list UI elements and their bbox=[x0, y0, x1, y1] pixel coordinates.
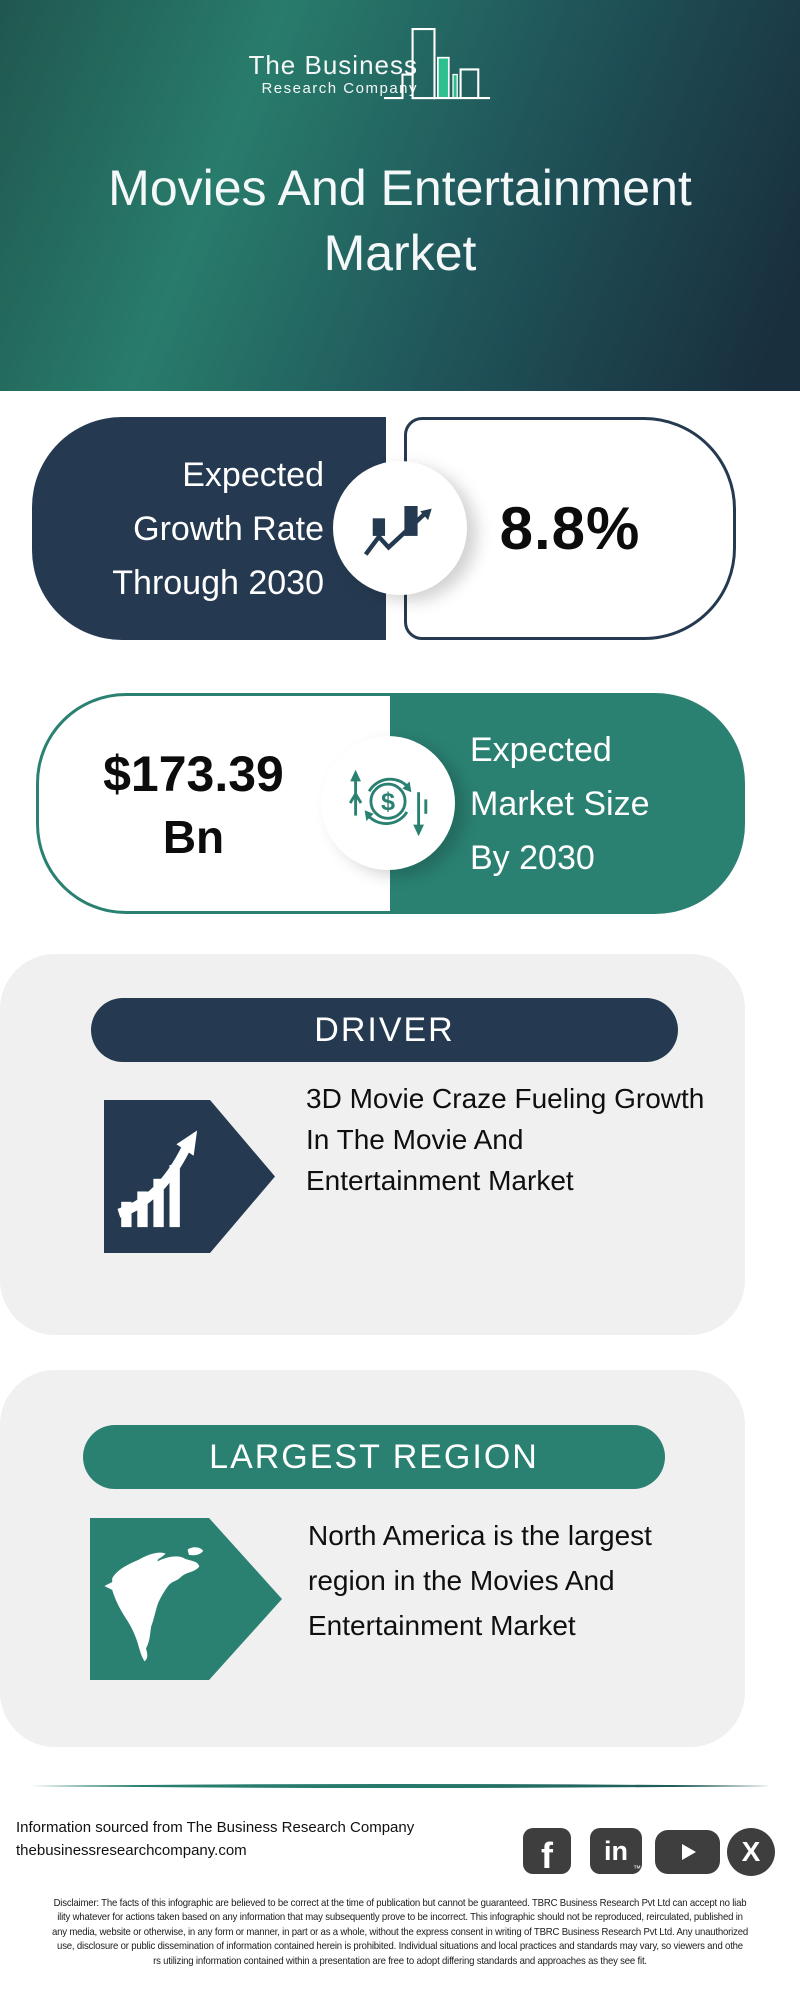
market-label-line3: By 2030 bbox=[470, 838, 595, 877]
disclaimer-text: Disclaimer: The facts of this infographi… bbox=[28, 1897, 772, 1969]
growth-rate-section: Expected Growth Rate Through 2030 8.8% bbox=[32, 417, 736, 640]
dollar-glyph: $ bbox=[381, 788, 395, 816]
growth-chart-badge bbox=[333, 461, 467, 595]
market-size-section: $173.39 Bn Expected Market Size By 2030 … bbox=[36, 693, 745, 914]
bar-buildings-logo-icon bbox=[383, 27, 491, 100]
brand-logo-text: The Business Research Company bbox=[150, 50, 418, 98]
growth-chart-icon bbox=[363, 506, 432, 556]
x-icon[interactable]: X bbox=[727, 1828, 775, 1876]
region-text-line3: Entertainment Market bbox=[308, 1610, 576, 1641]
growth-label-line1: Expected bbox=[182, 455, 324, 494]
largest-region-heading-pill: LARGEST REGION bbox=[83, 1425, 665, 1489]
facebook-icon[interactable]: f bbox=[523, 1828, 571, 1874]
brand-subname: Research Company bbox=[261, 80, 418, 97]
youtube-icon[interactable] bbox=[655, 1830, 720, 1874]
largest-region-card: LARGEST REGION North America is the larg… bbox=[0, 1370, 745, 1747]
disclaimer-line5: rs utilizing information contained withi… bbox=[153, 1955, 647, 1967]
growth-rate-value: 8.8% bbox=[499, 495, 641, 562]
market-size-value-box: $173.39 Bn bbox=[36, 693, 392, 914]
region-text-line2: region in the Movies And bbox=[308, 1565, 615, 1596]
facebook-glyph: f bbox=[541, 1835, 553, 1874]
disclaimer-line4: use, disclosure or public dissemination … bbox=[57, 1941, 743, 1953]
money-exchange-badge: $ bbox=[321, 736, 455, 870]
growth-label-line2: Growth Rate bbox=[133, 509, 324, 548]
linkedin-icon[interactable]: in ™ bbox=[590, 1828, 642, 1874]
north-america-map-icon bbox=[90, 1518, 282, 1680]
source-line: Information sourced from The Business Re… bbox=[16, 1819, 415, 1836]
disclaimer-line2: ility whatever for actions taken based o… bbox=[57, 1912, 743, 1924]
driver-heading: DRIVER bbox=[314, 1010, 455, 1049]
source-info: Information sourced from The Business Re… bbox=[16, 1816, 414, 1862]
linkedin-tm: ™ bbox=[633, 1864, 641, 1873]
linkedin-glyph: in bbox=[604, 1835, 628, 1866]
driver-heading-pill: DRIVER bbox=[91, 998, 678, 1062]
driver-text-line1: 3D Movie Craze Fueling Growth bbox=[306, 1083, 705, 1114]
disclaimer-line1: Disclaimer: The facts of this infographi… bbox=[53, 1898, 747, 1909]
region-text-line1: North America is the largest bbox=[308, 1520, 652, 1551]
driver-card: DRIVER 3D Movie Craze Fueling Growth In … bbox=[0, 954, 745, 1335]
disclaimer-line3: any media, website or otherwise, in any … bbox=[51, 1926, 749, 1938]
largest-region-heading: LARGEST REGION bbox=[209, 1437, 539, 1476]
market-label-line1: Expected bbox=[470, 730, 612, 769]
largest-region-description: North America is the largest region in t… bbox=[308, 1513, 652, 1648]
page-title-line2: Market bbox=[323, 225, 477, 281]
market-label-line2: Market Size bbox=[470, 784, 650, 823]
play-triangle-icon bbox=[681, 1844, 696, 1860]
driver-text-line3: Entertainment Market bbox=[306, 1165, 574, 1196]
page-title: Movies And Entertainment Market bbox=[0, 156, 800, 286]
bar-growth-icon bbox=[104, 1100, 275, 1253]
growth-label-line3: Through 2030 bbox=[112, 563, 324, 602]
growth-rate-label: Expected Growth Rate Through 2030 bbox=[32, 417, 386, 640]
market-size-value: $173.39 bbox=[103, 745, 284, 802]
teal-divider bbox=[30, 1784, 770, 1788]
brand-name: The Business bbox=[248, 50, 418, 80]
driver-text-line2: In The Movie And bbox=[306, 1124, 524, 1155]
page-title-line1: Movies And Entertainment bbox=[108, 160, 692, 216]
driver-description: 3D Movie Craze Fueling Growth In The Mov… bbox=[306, 1078, 704, 1201]
header-banner: The Business Research Company Movies And… bbox=[0, 0, 800, 391]
website-url: thebusinessresearchcompany.com bbox=[16, 1842, 247, 1859]
money-exchange-icon: $ bbox=[348, 769, 428, 837]
market-size-unit: Bn bbox=[162, 810, 225, 863]
x-glyph: X bbox=[741, 1836, 761, 1867]
